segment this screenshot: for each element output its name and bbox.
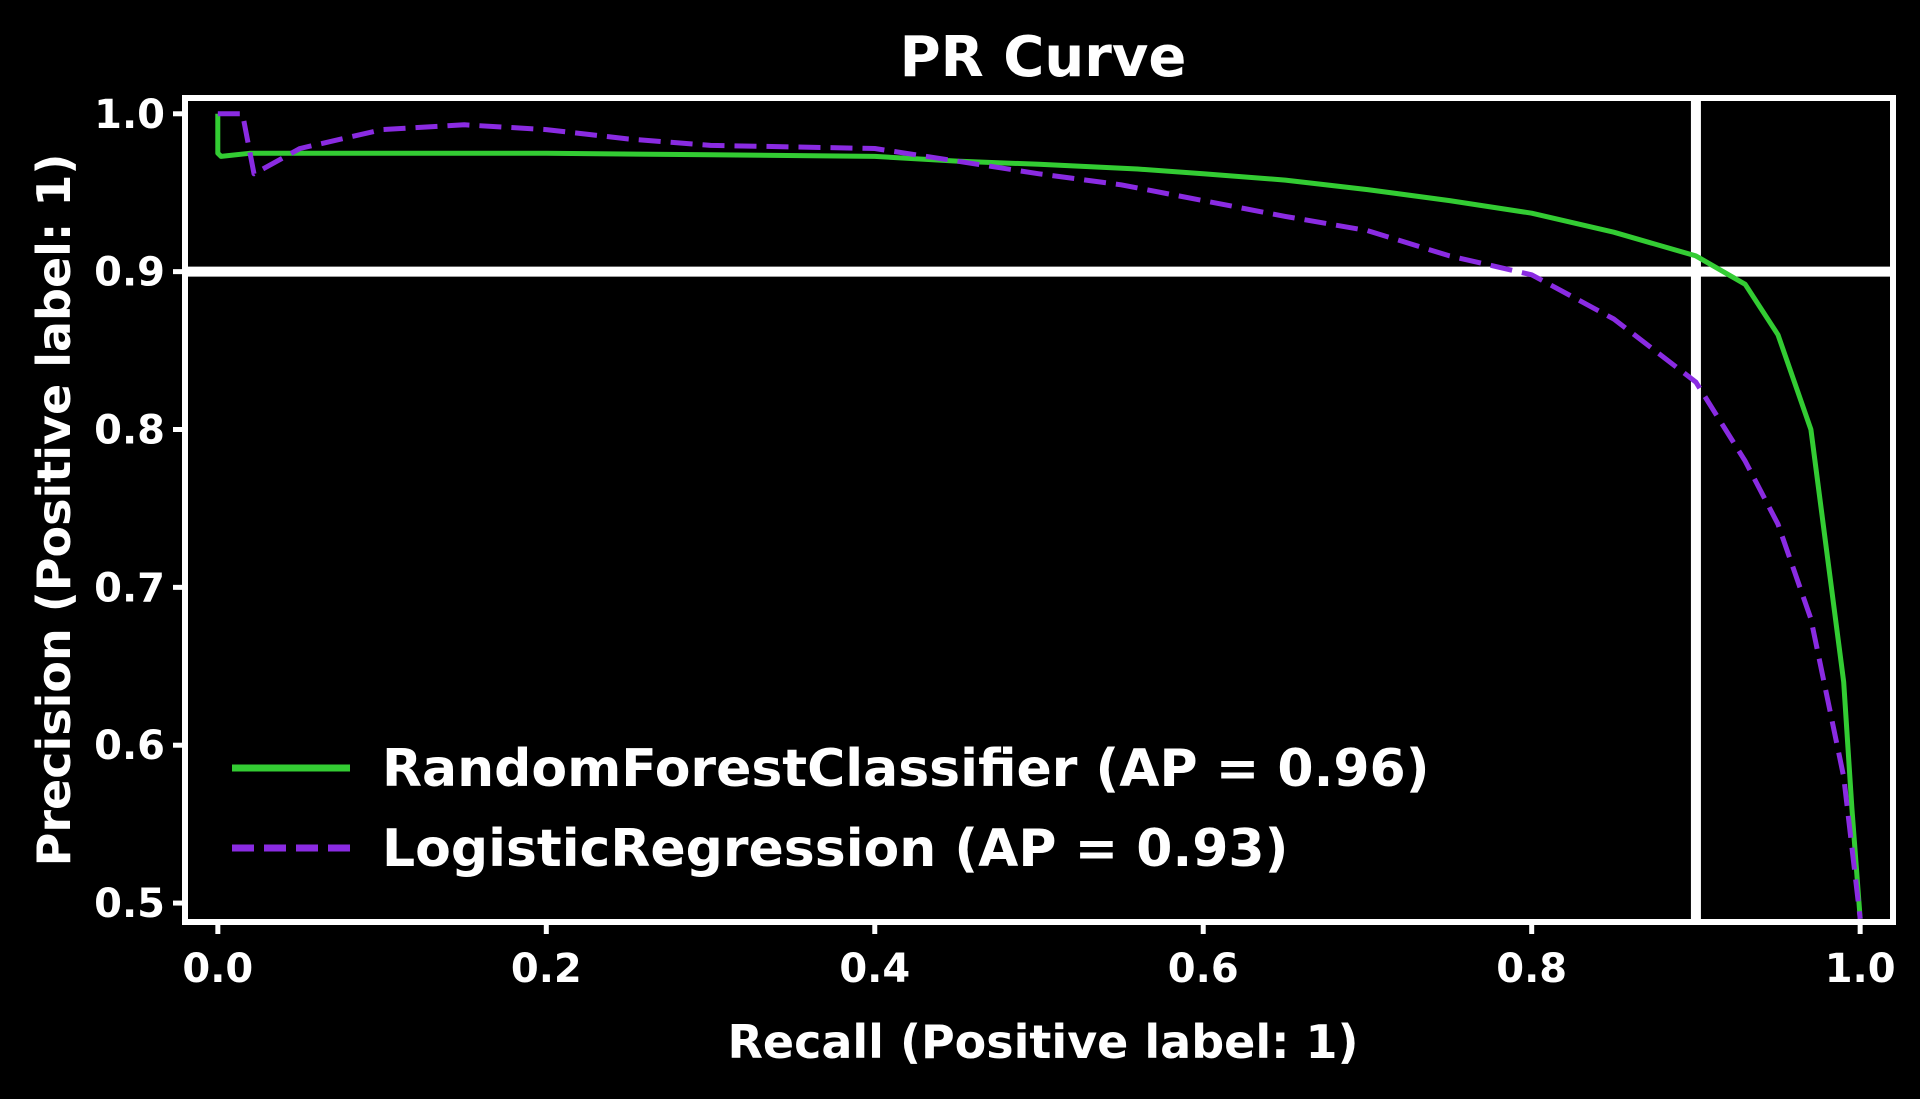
grid-lines — [185, 98, 1893, 922]
plot-frame — [182, 95, 1896, 925]
legend-label-1: LogisticRegression (AP = 0.93) — [382, 819, 1288, 879]
axis-ticks: 0.0 0.2 0.4 0.6 0.8 1.0 0.5 0.6 0.7 0.8 0.9 1.0 — [94, 92, 1895, 992]
legend: RandomForestClassifier (AP = 0.96) Logist… — [232, 739, 1429, 879]
y-tick-label: 0.8 — [94, 407, 165, 453]
x-tick-label: 0.2 — [511, 946, 582, 992]
y-tick-label: 0.9 — [94, 250, 165, 296]
x-tick-label: 0.0 — [182, 946, 253, 992]
series-line-1 — [217, 111, 1863, 920]
y-tick-label: 1.0 — [94, 92, 165, 138]
x-tick-label: 0.4 — [839, 946, 910, 992]
x-axis-label: Recall (Positive label: 1) — [727, 1015, 1358, 1069]
y-tick-label: 0.5 — [94, 881, 165, 927]
legend-label-0: RandomForestClassifier (AP = 0.96) — [382, 739, 1429, 799]
chart-title: PR Curve — [900, 25, 1187, 90]
x-tick-label: 0.8 — [1496, 946, 1567, 992]
x-tick-label: 1.0 — [1825, 946, 1896, 992]
y-tick-label: 0.7 — [94, 565, 165, 611]
x-tick-label: 0.6 — [1168, 946, 1239, 992]
y-axis-label: Precision (Positive label: 1) — [27, 154, 81, 867]
data-series — [215, 111, 1863, 920]
y-tick-label: 0.6 — [94, 723, 165, 769]
series-line-0 — [215, 113, 1863, 919]
